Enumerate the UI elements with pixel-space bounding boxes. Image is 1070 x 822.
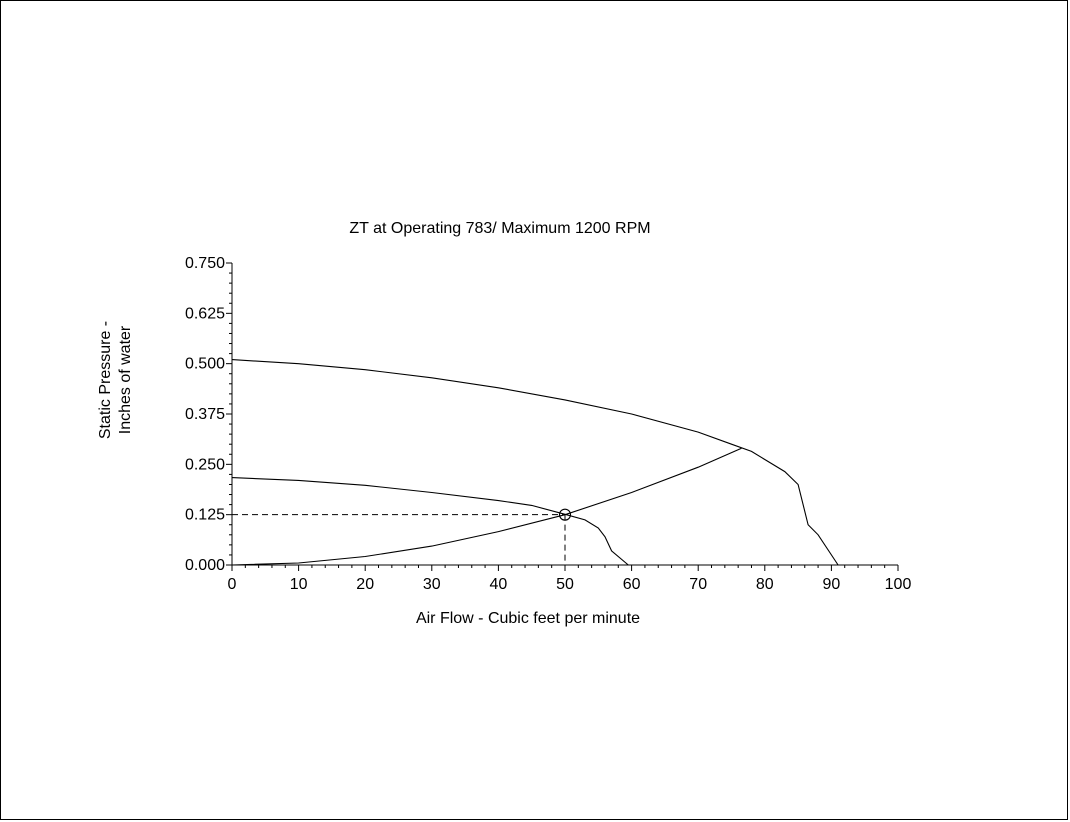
y-tick-label: 0.125 [185,507,225,524]
y-tick-label: 0.375 [185,406,225,423]
x-axis-label: Air Flow - Cubic feet per minute [416,610,640,627]
y-tick-label: 0.000 [185,557,225,574]
x-tick-label: 50 [556,576,574,593]
y-axis-label-line2: Inches of water [117,325,134,434]
x-tick-label: 100 [885,576,912,593]
x-tick-label: 80 [756,576,774,593]
x-tick-label: 90 [823,576,841,593]
y-tick-label: 0.250 [185,456,225,473]
y-axis-label-line1: Static Pressure - [97,321,114,439]
operating-point-marker [558,508,572,521]
y-tick-label: 0.750 [185,255,225,272]
x-tick-label: 10 [290,576,308,593]
x-tick-label: 0 [228,576,237,593]
curve-3 [231,447,742,566]
x-tick-label: 40 [490,576,508,593]
x-tick-label: 60 [623,576,641,593]
curve-2 [231,477,629,566]
y-tick-label: 0.500 [185,356,225,373]
curve-1 [231,359,839,566]
y-tick-label: 0.625 [185,305,225,322]
chart-title: ZT at Operating 783/ Maximum 1200 RPM [349,220,650,237]
x-tick-label: 30 [423,576,441,593]
x-tick-label: 70 [689,576,707,593]
x-tick-label: 20 [356,576,374,593]
